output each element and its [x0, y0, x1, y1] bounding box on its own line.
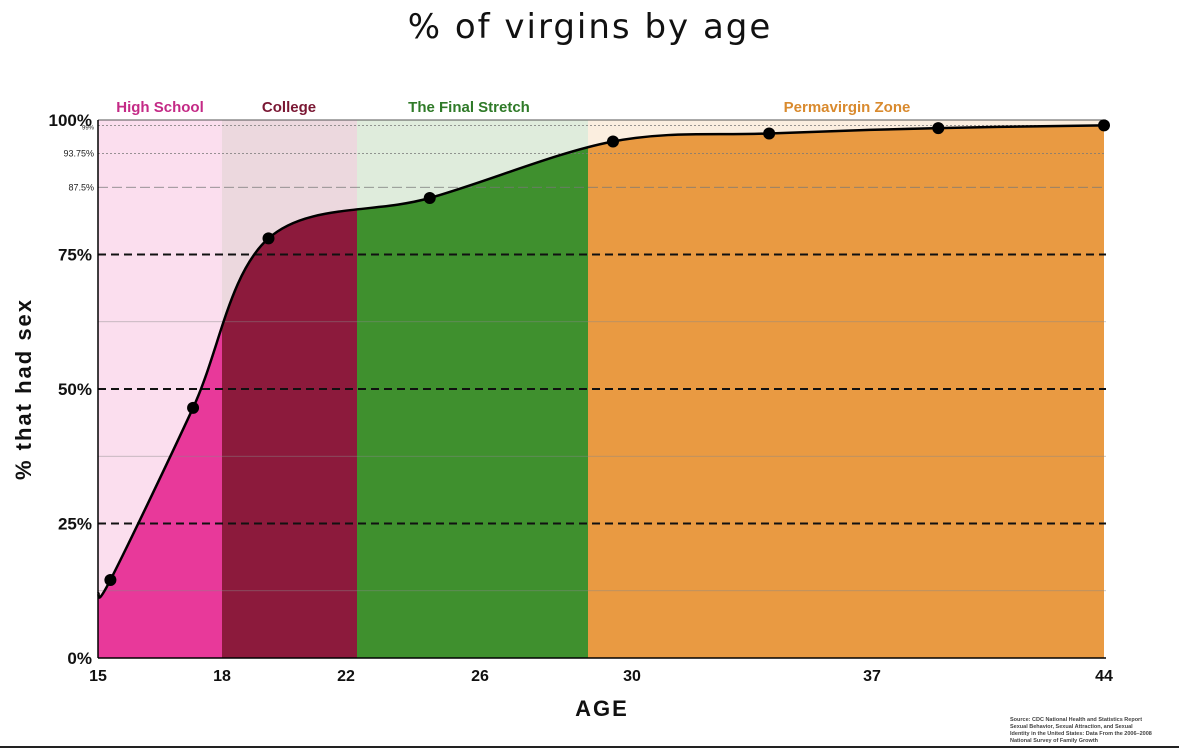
x-tick-label: 22 [337, 668, 355, 685]
y-tick-label: 0% [67, 649, 92, 668]
gridlines [98, 119, 1106, 592]
zone-label: College [262, 99, 316, 116]
y-tick-label: 87.5% [68, 182, 94, 192]
zone-fill [357, 125, 588, 658]
data-point [607, 135, 619, 148]
source-line: Source: CDC National Health and Statisti… [1010, 717, 1142, 723]
zone-labels: High School College The Final Stretch Perma… [116, 99, 911, 117]
data-points [104, 119, 1110, 586]
source-note: Source: CDC National Health and Statisti… [1010, 717, 1152, 744]
y-tick-label: 100% [49, 111, 92, 130]
zone-fill [588, 125, 1104, 658]
zone-label: High School [116, 99, 204, 116]
y-tick-label: 25% [58, 515, 92, 534]
x-tick-label: 44 [1095, 668, 1113, 685]
source-line: Identity in the United States: Data From… [1010, 731, 1152, 737]
y-tick-label: 93.75% [63, 149, 94, 159]
x-tick-label: 18 [213, 668, 231, 685]
y-axis-label: % that had sex [11, 298, 36, 480]
source-line: Sexual Behavior, Sexual Attraction, and … [1010, 724, 1133, 730]
data-point [187, 401, 200, 414]
data-point [1098, 119, 1110, 132]
x-ticks: 15 18 22 26 30 37 44 [89, 668, 1113, 685]
x-axis-label: AGE [575, 696, 629, 721]
data-point [763, 127, 776, 140]
data-point [423, 192, 436, 205]
x-tick-label: 30 [623, 668, 641, 685]
data-point [932, 122, 945, 135]
zone-label: The Final Stretch [408, 99, 530, 116]
y-ticks: 0% 25% 50% 75% 100% 87.5% 93.75% 99% [49, 111, 95, 668]
data-point [104, 573, 117, 586]
y-tick-label: 75% [58, 246, 92, 265]
data-point [262, 232, 275, 245]
y-tick-label: 99% [82, 125, 95, 131]
x-tick-label: 37 [863, 668, 881, 685]
source-line: National Survey of Family Growth [1010, 738, 1099, 744]
y-tick-label: 50% [58, 380, 92, 399]
curve-line [96, 124, 1105, 599]
x-tick-label: 15 [89, 668, 107, 685]
x-tick-label: 26 [471, 668, 489, 685]
zone-label: Permavirgin Zone [784, 99, 911, 116]
chart-title: % of virgins by age [408, 7, 773, 47]
